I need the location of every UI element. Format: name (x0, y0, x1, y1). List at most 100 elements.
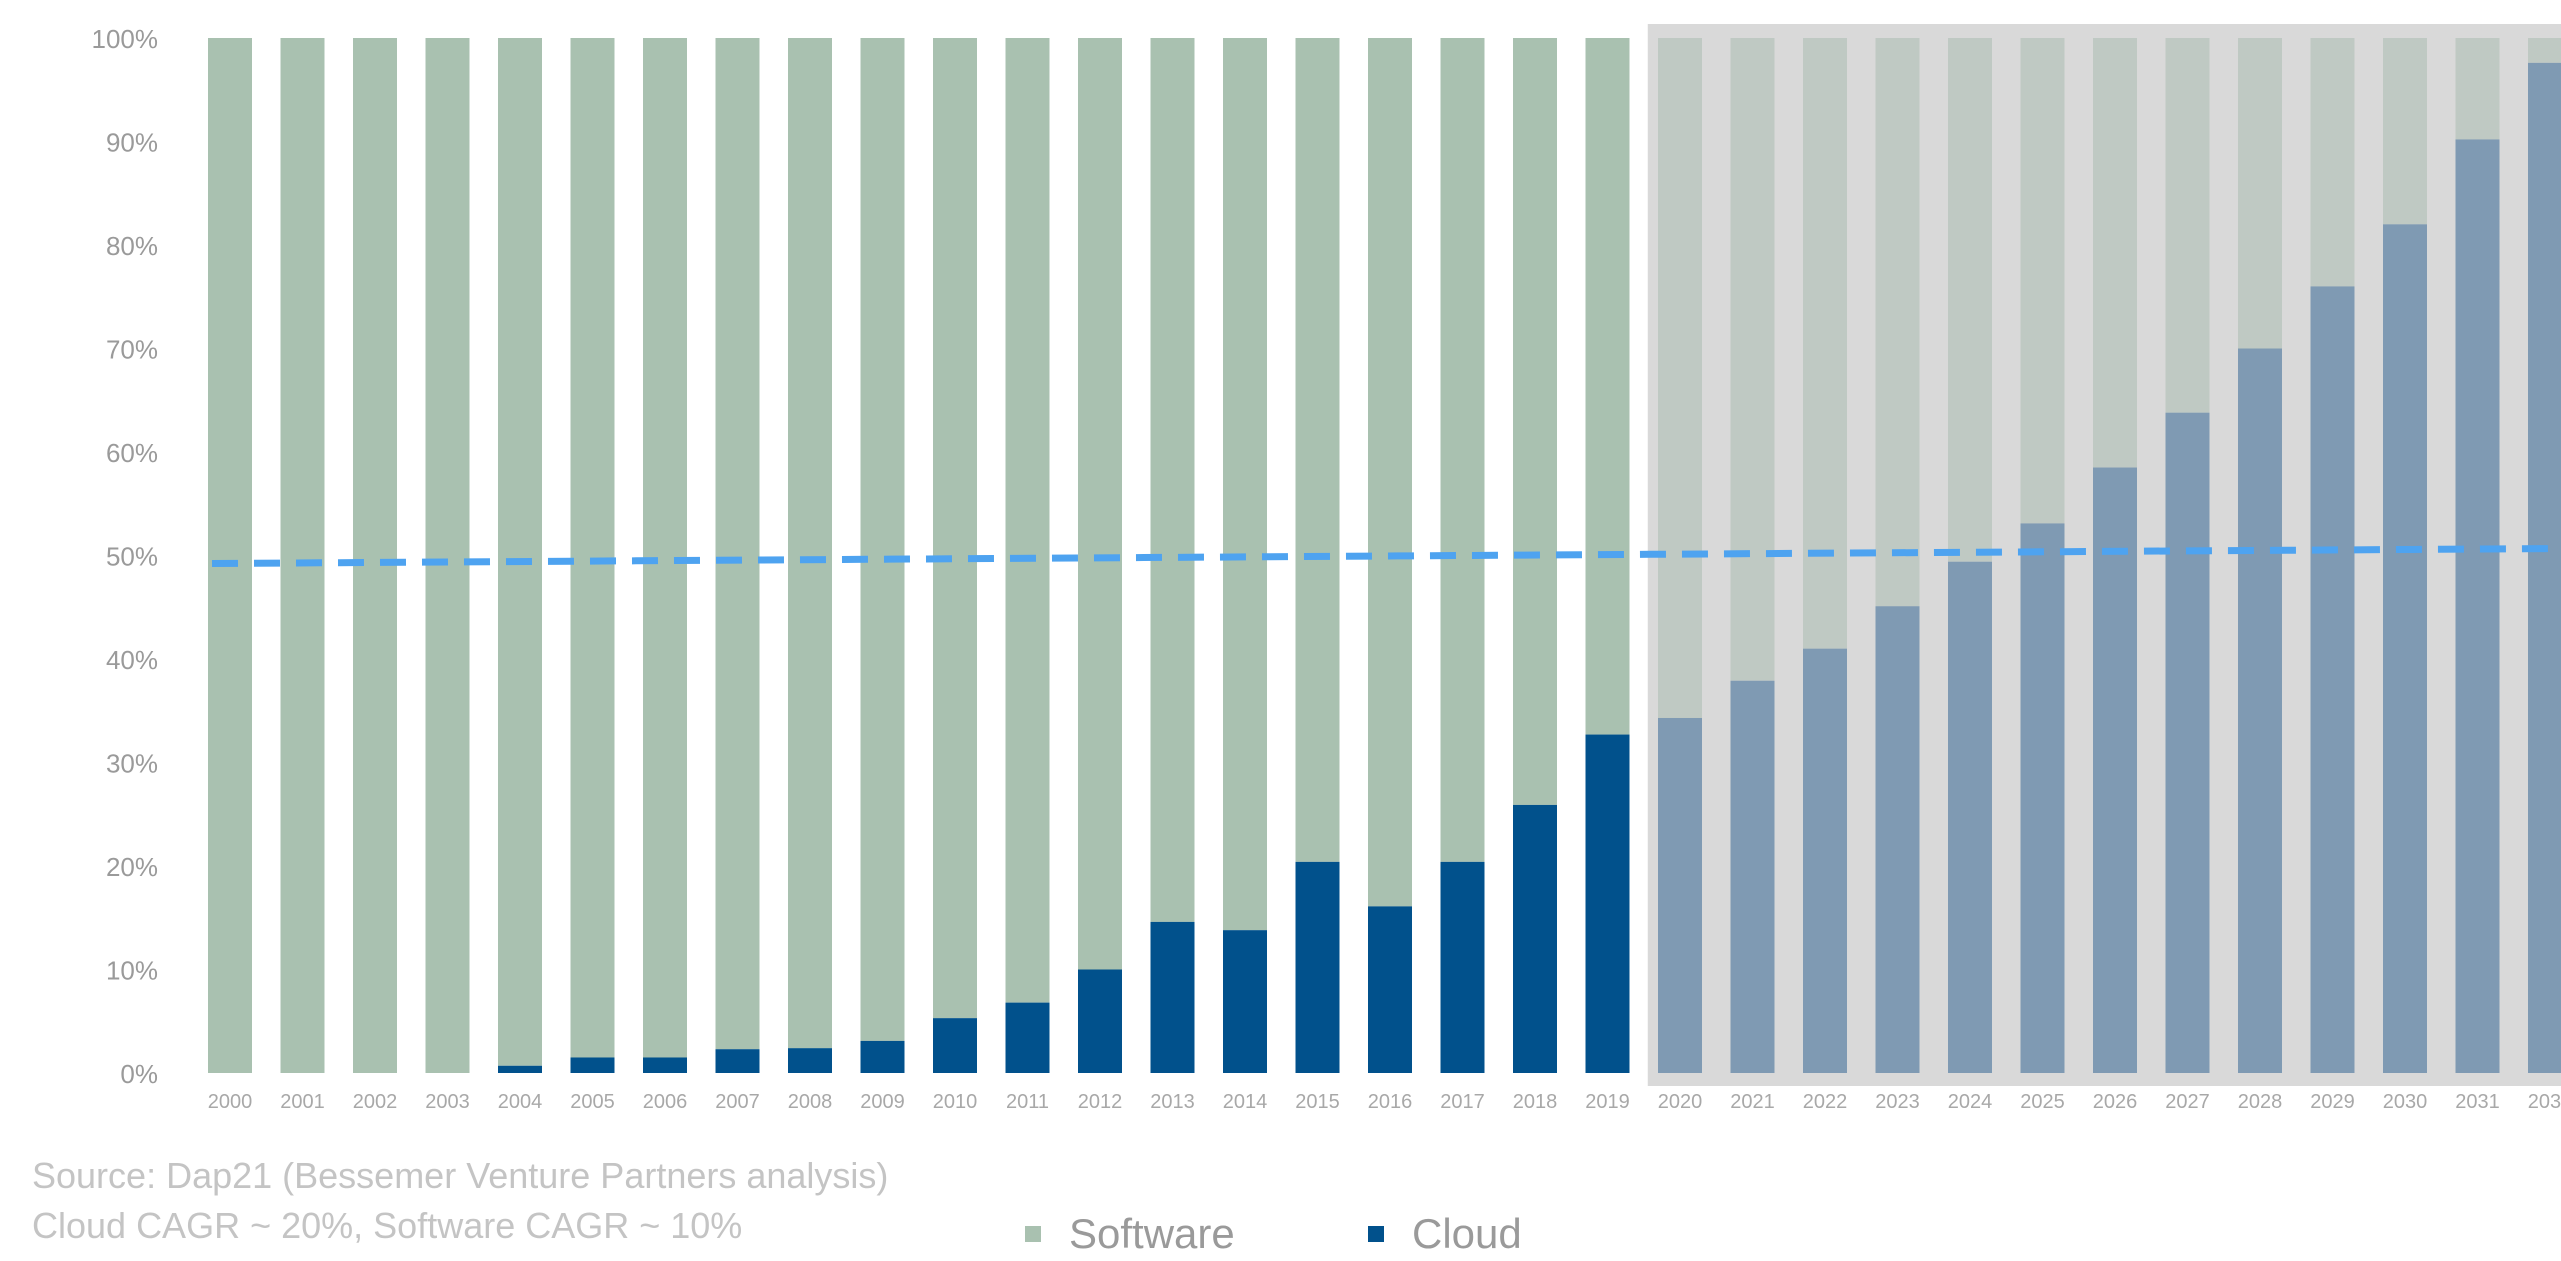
bar-software-2031 (2455, 38, 2500, 140)
bar-software-2030 (2383, 38, 2427, 225)
y-tick-label: 30% (106, 749, 158, 779)
bar-software-2017 (1440, 38, 1485, 862)
bar-cloud-2029 (2310, 286, 2355, 1073)
bar-software-2018 (1513, 38, 1557, 805)
bar-software-2026 (2093, 38, 2137, 468)
x-tick-label: 2017 (1440, 1091, 1485, 1113)
x-tick-label: 2028 (2238, 1091, 2283, 1113)
legend-item-software: Software (1025, 1210, 1235, 1258)
bar-cloud-2017 (1440, 861, 1485, 1073)
x-tick-label: 2021 (1730, 1091, 1775, 1113)
bar-cloud-2014 (1223, 930, 1267, 1073)
x-tick-label: 2006 (643, 1091, 688, 1113)
bar-cloud-2020 (1658, 717, 1702, 1073)
x-tick-label: 2013 (1150, 1091, 1195, 1113)
bar-cloud-2018 (1513, 804, 1557, 1073)
y-tick-label: 80% (106, 231, 158, 261)
bar-cloud-2012 (1078, 969, 1122, 1073)
x-tick-label: 2014 (1223, 1091, 1268, 1113)
x-tick-label: 2010 (933, 1091, 978, 1113)
y-tick-label: 60% (106, 438, 158, 468)
bar-software-2029 (2310, 38, 2355, 287)
x-tick-label: 2001 (280, 1091, 325, 1113)
bar-cloud-2019 (1585, 734, 1630, 1073)
x-tick-label: 2025 (2020, 1091, 2065, 1113)
bar-software-2010 (933, 38, 977, 1019)
bar-software-2024 (1948, 38, 1992, 562)
cagr-note: Cloud CAGR ~ 20%, Software CAGR ~ 10% (32, 1205, 743, 1246)
bar-cloud-2030 (2383, 224, 2427, 1074)
bar-software-2021 (1730, 38, 1775, 681)
bar-software-2025 (2020, 38, 2065, 524)
bar-software-2023 (1875, 38, 1920, 607)
bar-cloud-2026 (2093, 467, 2137, 1073)
bar-software-2020 (1658, 38, 1702, 718)
bar-cloud-2009 (860, 1040, 905, 1073)
x-tick-label: 2024 (1948, 1091, 1993, 1113)
y-tick-label: 0% (120, 1059, 158, 1089)
bar-cloud-2032 (2528, 62, 2561, 1073)
y-tick-label: 40% (106, 645, 158, 675)
legend-item-cloud: Cloud (1368, 1210, 1522, 1258)
bar-cloud-2006 (643, 1057, 687, 1073)
bar-software-2012 (1078, 38, 1122, 970)
x-tick-label: 2007 (715, 1091, 760, 1113)
bar-software-2015 (1295, 38, 1340, 862)
bar-cloud-2022 (1803, 648, 1847, 1073)
y-tick-label: 100% (92, 24, 159, 54)
bar-cloud-2015 (1295, 861, 1340, 1073)
bar-cloud-2031 (2455, 139, 2500, 1073)
bar-software-2009 (860, 38, 905, 1041)
bar-software-2006 (643, 38, 687, 1058)
x-tick-label: 2000 (208, 1091, 253, 1113)
legend-label-cloud: Cloud (1412, 1210, 1522, 1257)
bar-cloud-2025 (2020, 523, 2065, 1073)
x-tick-label: 2018 (1513, 1091, 1558, 1113)
x-tick-label: 2002 (353, 1091, 398, 1113)
bar-software-2008 (788, 38, 832, 1049)
x-tick-label: 2032 (2528, 1091, 2561, 1113)
bar-cloud-2008 (788, 1048, 832, 1073)
legend-swatch-software (1025, 1226, 1041, 1242)
x-tick-label: 2016 (1368, 1091, 1413, 1113)
y-tick-label: 50% (106, 542, 158, 572)
bar-software-2032 (2528, 38, 2561, 63)
bar-software-2014 (1223, 38, 1267, 931)
bar-cloud-2013 (1150, 921, 1195, 1073)
x-tick-label: 2027 (2165, 1091, 2210, 1113)
bar-software-2027 (2165, 38, 2210, 413)
bar-software-2002 (353, 38, 397, 1073)
bar-software-2011 (1005, 38, 1050, 1003)
bar-cloud-2004 (498, 1065, 542, 1073)
stacked-bar-chart: 0% 10% 20% 30% 40% 50% 60% 70% 80% 90% 100% 2000 20… (92, 24, 2561, 1113)
x-tick-label: 2008 (788, 1091, 833, 1113)
x-tick-label: 2020 (1658, 1091, 1703, 1113)
bar-software-2007 (715, 38, 760, 1050)
x-tick-label: 2023 (1875, 1091, 1920, 1113)
x-tick-label: 2005 (570, 1091, 615, 1113)
bar-software-2022 (1803, 38, 1847, 649)
bar-software-2013 (1150, 38, 1195, 922)
x-tick-label: 2022 (1803, 1091, 1848, 1113)
x-tick-label: 2031 (2455, 1091, 2500, 1113)
bar-cloud-2011 (1005, 1002, 1050, 1073)
x-tick-label: 2029 (2310, 1091, 2355, 1113)
bar-software-2028 (2238, 38, 2282, 349)
bar-software-2000 (208, 38, 252, 1073)
x-tick-label: 2004 (498, 1091, 543, 1113)
x-tick-label: 2011 (1006, 1091, 1049, 1113)
x-tick-label: 2019 (1585, 1091, 1630, 1113)
y-tick-label: 70% (106, 335, 158, 365)
bar-cloud-2007 (715, 1049, 760, 1073)
x-tick-label: 2012 (1078, 1091, 1123, 1113)
x-tick-label: 2026 (2093, 1091, 2138, 1113)
bar-software-2019 (1585, 38, 1630, 735)
bar-software-2003 (425, 38, 470, 1073)
source-note: Source: Dap21 (Bessemer Venture Partners… (32, 1155, 889, 1196)
x-tick-label: 2030 (2383, 1091, 2428, 1113)
x-tick-label: 2009 (860, 1091, 905, 1113)
bar-software-2004 (498, 38, 542, 1066)
x-tick-label: 2003 (425, 1091, 470, 1113)
x-tick-label: 2015 (1295, 1091, 1340, 1113)
bar-cloud-2005 (570, 1057, 615, 1073)
